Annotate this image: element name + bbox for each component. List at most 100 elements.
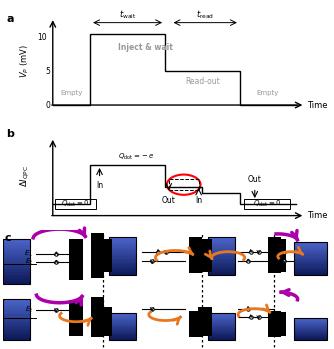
Bar: [294, 242, 327, 275]
Bar: [109, 243, 136, 244]
Bar: [3, 242, 30, 243]
Bar: [109, 272, 136, 273]
Bar: [3, 331, 30, 333]
Bar: [208, 337, 235, 338]
Bar: [109, 270, 136, 272]
Bar: [208, 241, 235, 243]
Bar: [208, 319, 235, 320]
Bar: [208, 274, 235, 275]
Bar: [208, 316, 235, 317]
Bar: [109, 319, 136, 320]
Bar: [294, 329, 327, 330]
Bar: [99, 307, 113, 336]
Bar: [3, 325, 30, 326]
Bar: [198, 239, 212, 272]
Bar: [208, 332, 235, 333]
Bar: [294, 318, 327, 340]
Bar: [294, 337, 327, 338]
Bar: [294, 252, 327, 253]
Text: Empty: Empty: [257, 90, 279, 96]
Bar: [294, 333, 327, 334]
Bar: [109, 335, 136, 336]
Bar: [208, 245, 235, 246]
Bar: [294, 319, 327, 320]
Bar: [109, 320, 136, 321]
Bar: [208, 318, 235, 319]
Bar: [99, 239, 113, 272]
Bar: [3, 307, 30, 309]
Bar: [109, 336, 136, 337]
Bar: [294, 334, 327, 335]
Bar: [268, 311, 281, 337]
Bar: [208, 339, 235, 340]
Bar: [109, 333, 136, 334]
Bar: [208, 249, 235, 250]
Bar: [208, 313, 235, 314]
Bar: [109, 339, 136, 340]
Bar: [208, 324, 235, 325]
Bar: [294, 257, 327, 258]
Bar: [109, 317, 136, 318]
Bar: [109, 250, 136, 251]
Bar: [109, 322, 136, 323]
Bar: [208, 259, 235, 260]
Bar: [109, 274, 136, 275]
Bar: [109, 326, 136, 327]
Bar: [3, 277, 30, 279]
Bar: [208, 317, 235, 318]
Bar: [3, 304, 30, 306]
Bar: [109, 261, 136, 263]
Bar: [109, 318, 136, 319]
Bar: [91, 233, 104, 278]
Bar: [208, 335, 235, 336]
Bar: [3, 309, 30, 310]
Bar: [3, 254, 30, 255]
Bar: [109, 258, 136, 259]
Bar: [208, 314, 235, 315]
Bar: [109, 328, 136, 329]
Bar: [294, 262, 327, 263]
Bar: [294, 319, 327, 320]
Bar: [3, 243, 30, 245]
Bar: [208, 251, 235, 253]
Bar: [208, 260, 235, 261]
Bar: [3, 338, 30, 340]
Bar: [109, 268, 136, 269]
Text: $E_t$: $E_t$: [25, 257, 33, 267]
Bar: [294, 324, 327, 325]
Bar: [208, 268, 235, 269]
Bar: [3, 315, 30, 317]
Text: c: c: [5, 233, 12, 243]
Bar: [208, 327, 235, 328]
Bar: [208, 336, 235, 337]
Bar: [208, 237, 235, 239]
Bar: [208, 322, 235, 323]
Bar: [3, 257, 30, 258]
Bar: [3, 311, 30, 313]
Bar: [3, 303, 30, 305]
Bar: [294, 321, 327, 322]
Bar: [109, 240, 136, 241]
Bar: [208, 323, 235, 324]
Bar: [208, 258, 235, 259]
Bar: [3, 261, 30, 263]
Bar: [109, 266, 136, 268]
Bar: [294, 245, 327, 247]
Text: 5: 5: [45, 67, 50, 76]
Bar: [3, 252, 30, 254]
Bar: [294, 242, 327, 243]
Bar: [208, 328, 235, 329]
Bar: [109, 327, 136, 328]
Bar: [208, 237, 235, 275]
Bar: [208, 325, 235, 326]
Bar: [294, 334, 327, 335]
Bar: [3, 321, 30, 322]
Bar: [208, 246, 235, 247]
Bar: [208, 331, 235, 332]
Bar: [208, 247, 235, 249]
Bar: [109, 259, 136, 260]
Bar: [294, 264, 327, 266]
Bar: [294, 248, 327, 249]
Bar: [208, 330, 235, 331]
Bar: [273, 312, 286, 336]
